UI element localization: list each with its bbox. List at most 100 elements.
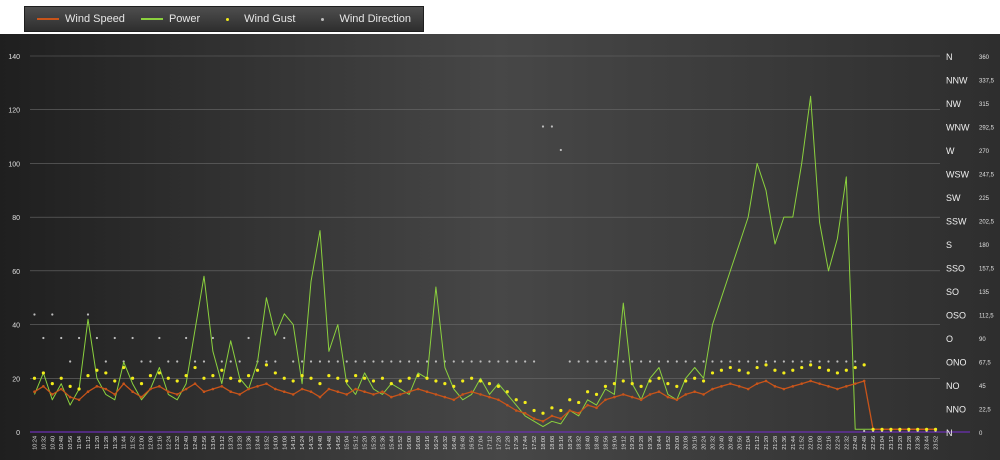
wind-direction-point	[408, 360, 411, 363]
chart-background	[0, 34, 1000, 460]
legend-item-wind-speed[interactable]: Wind Speed	[37, 13, 125, 25]
x-tick-label: 17:20	[496, 436, 502, 450]
y-axis-right: 0 22,5 45 67,5 90 112,5 135 157,5 180 202,5 225 247…	[979, 55, 995, 437]
wind-direction-point	[318, 360, 322, 363]
x-tick-label: 18:32	[577, 436, 583, 450]
wind-gust-point	[630, 382, 634, 386]
wind-speed-point	[425, 390, 429, 394]
wind-direction-point	[764, 360, 768, 363]
wind-chart: 0 20 40 60 80 100 120 140 N NNO NO ONO O OSO SO SSO S SS…	[0, 34, 1000, 460]
x-tick-label: 19:44	[657, 436, 663, 450]
wind-gust-point	[157, 371, 161, 375]
wind-speed-point	[541, 419, 545, 423]
direction-label: NO	[946, 381, 960, 391]
direction-label: SW	[946, 193, 961, 203]
wind-gust-point	[880, 427, 884, 431]
wind-direction-point	[461, 360, 464, 363]
direction-label: ONO	[946, 358, 967, 368]
wind-direction-point	[845, 360, 848, 363]
wind-speed-point	[113, 393, 117, 396]
wind-speed-point	[523, 411, 527, 415]
legend-label-power: Power	[168, 13, 201, 25]
wind-gust-point	[889, 427, 893, 431]
wind-direction-point	[60, 336, 63, 340]
wind-speed-point	[818, 382, 821, 385]
wind-speed-point	[158, 385, 161, 388]
wind-gust-point	[639, 384, 643, 388]
x-tick-label: 15:36	[380, 436, 386, 450]
legend-label-wind-speed: Wind Speed	[65, 13, 125, 25]
direction-label: O	[946, 334, 953, 344]
legend-item-power[interactable]: Power	[140, 13, 201, 25]
legend-item-wind-gust[interactable]: Wind Gust	[216, 13, 295, 25]
x-tick-label: 18:56	[603, 436, 609, 450]
wind-gust-point	[220, 368, 224, 372]
x-tick-label: 22:48	[862, 436, 868, 450]
wind-gust-point	[113, 379, 117, 383]
x-tick-label: 15:04	[345, 436, 351, 450]
y-tick-label: 0	[16, 430, 20, 437]
x-tick-label: 23:36	[916, 436, 922, 450]
y2-tick-label: 0	[979, 431, 983, 437]
wind-speed-point	[639, 398, 643, 402]
wind-direction-point	[729, 360, 732, 363]
wind-gust-point	[648, 379, 652, 383]
x-tick-label: 15:52	[398, 436, 404, 450]
x-tick-label: 12:24	[166, 436, 172, 450]
wind-speed-point	[443, 395, 447, 399]
wind-direction-point	[613, 360, 616, 363]
wind-speed-point	[202, 390, 206, 394]
y2-tick-label: 315	[979, 102, 990, 108]
x-tick-label: 14:48	[327, 436, 333, 450]
wind-gust-point	[336, 376, 340, 380]
wind-gust-point	[380, 376, 385, 380]
x-tick-label: 13:12	[220, 436, 226, 450]
wind-gust-point	[746, 371, 750, 375]
wind-direction-point	[711, 360, 714, 363]
wind-gust-point	[666, 382, 670, 386]
x-tick-label: 15:20	[363, 436, 369, 450]
x-tick-label: 20:48	[728, 436, 734, 450]
wind-direction-point	[568, 360, 571, 363]
wind-gust-point	[50, 382, 54, 386]
wind-direction-point	[390, 360, 393, 363]
x-tick-label: 12:40	[184, 436, 190, 450]
wind-speed-point	[452, 398, 456, 402]
wind-direction-point	[747, 360, 750, 363]
wind-speed-point	[506, 403, 509, 407]
wind-direction-point	[274, 360, 277, 363]
x-tick-label: 18:08	[550, 436, 556, 450]
direction-label: NNO	[946, 405, 966, 415]
x-tick-label: 11:20	[95, 436, 101, 449]
wind-direction-point	[622, 360, 625, 363]
x-tick-label: 16:16	[425, 436, 431, 450]
direction-label: W	[946, 146, 955, 156]
wind-gust-point	[675, 384, 679, 388]
wind-speed-point	[300, 387, 304, 391]
x-tick-label: 11:52	[131, 436, 137, 449]
wind-gust-point	[470, 376, 474, 380]
wind-direction-point	[595, 360, 598, 363]
wind-speed-point	[398, 393, 402, 396]
wind-gust-point	[389, 382, 393, 386]
wind-direction-point	[149, 360, 152, 363]
wind-gust-point	[300, 374, 304, 378]
wind-direction-point	[309, 360, 313, 363]
wind-gust-point	[41, 371, 45, 375]
y2-tick-label: 90	[979, 337, 986, 343]
wind-gust-point	[693, 376, 697, 380]
wind-speed-point	[354, 387, 357, 391]
legend-item-wind-direction[interactable]: Wind Direction	[311, 13, 411, 25]
direction-label: NW	[946, 99, 961, 109]
wind-direction-point	[104, 360, 107, 363]
wind-gust-point	[568, 398, 572, 402]
wind-speed-point	[586, 403, 589, 407]
wind-gust-point	[594, 392, 599, 396]
wind-direction-point	[211, 336, 214, 340]
direction-label: SSO	[946, 264, 965, 274]
wind-speed-point	[604, 398, 607, 402]
wind-gust-point	[354, 374, 358, 378]
wind-speed-point	[755, 382, 759, 385]
wind-gust-point	[264, 363, 269, 367]
wind-speed-point	[184, 387, 188, 391]
